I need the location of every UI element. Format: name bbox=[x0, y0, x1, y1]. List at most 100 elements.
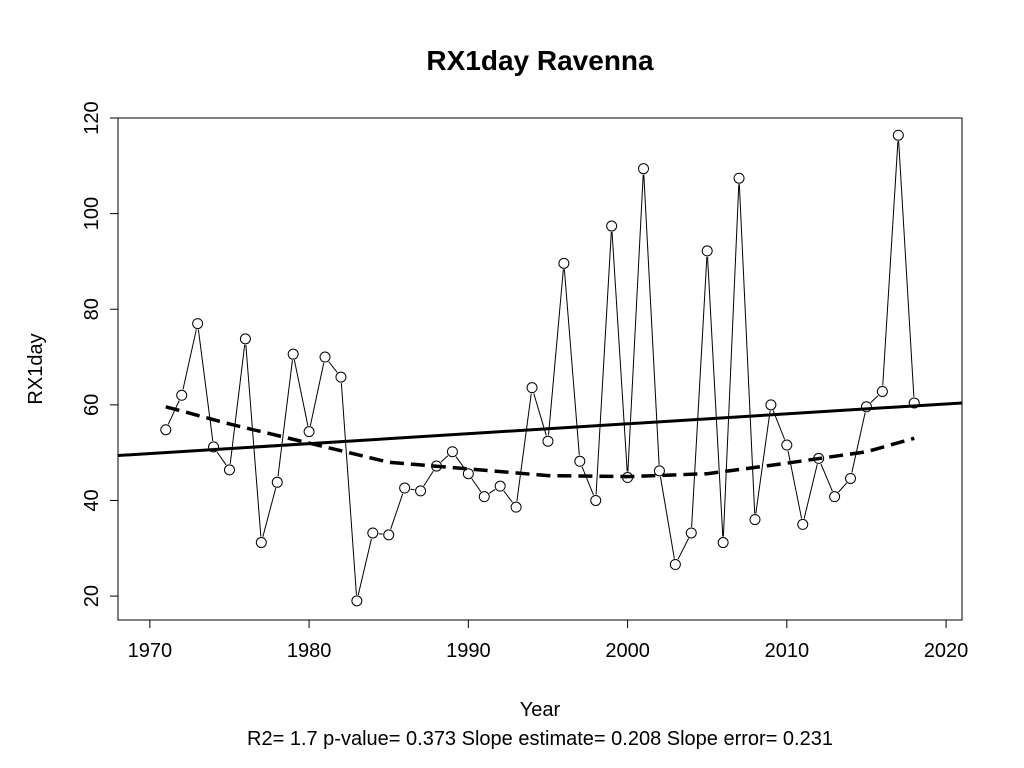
data-point bbox=[892, 129, 904, 141]
data-point bbox=[415, 485, 427, 497]
data-segment bbox=[643, 174, 660, 465]
x-tick-label: 2000 bbox=[605, 640, 650, 662]
plot-frame bbox=[117, 117, 963, 621]
data-segment bbox=[503, 490, 513, 503]
data-point bbox=[590, 494, 602, 506]
data-segment bbox=[410, 488, 415, 491]
data-point bbox=[494, 480, 506, 492]
data-segment bbox=[659, 476, 675, 559]
data-point bbox=[829, 491, 841, 503]
x-tick-label: 1990 bbox=[446, 640, 491, 662]
data-segment bbox=[328, 361, 338, 373]
data-segment bbox=[516, 393, 532, 502]
data-segment bbox=[595, 232, 612, 495]
data-point bbox=[510, 501, 522, 513]
data-point bbox=[462, 468, 474, 480]
data-segment bbox=[838, 482, 847, 493]
data-point bbox=[271, 476, 283, 488]
data-point bbox=[558, 257, 570, 269]
data-segment bbox=[182, 329, 197, 390]
data-segment bbox=[563, 269, 580, 456]
data-point bbox=[367, 527, 379, 539]
data-segment bbox=[262, 487, 277, 537]
y-tick-label: 80 bbox=[81, 298, 103, 320]
y-axis: 20 40 60 80 100 120 bbox=[81, 101, 119, 607]
data-point bbox=[701, 245, 713, 257]
data-segment bbox=[677, 538, 690, 560]
data-segment bbox=[167, 400, 180, 425]
data-segment bbox=[755, 410, 771, 514]
data-segment bbox=[581, 466, 594, 496]
data-segment bbox=[691, 256, 708, 528]
data-point bbox=[542, 435, 554, 447]
data-segment bbox=[611, 232, 628, 472]
data-point bbox=[845, 472, 857, 484]
data-segment bbox=[627, 174, 644, 472]
data-point bbox=[876, 385, 888, 397]
data-point bbox=[160, 424, 172, 436]
data-segment bbox=[870, 395, 879, 403]
data-point bbox=[717, 537, 729, 549]
data-segment bbox=[216, 451, 227, 466]
data-point bbox=[685, 527, 697, 539]
data-segment bbox=[882, 141, 899, 386]
data-point bbox=[446, 446, 458, 458]
y-tick-label: 60 bbox=[81, 394, 103, 416]
data-point bbox=[239, 333, 251, 345]
data-point bbox=[319, 351, 331, 363]
data-point bbox=[749, 514, 761, 526]
data-segment bbox=[547, 269, 564, 436]
data-segment bbox=[803, 464, 818, 519]
x-tick-label: 1980 bbox=[287, 640, 332, 662]
data-point bbox=[478, 491, 490, 503]
data-point bbox=[176, 389, 188, 401]
data-segment bbox=[423, 470, 434, 487]
data-point bbox=[669, 559, 681, 571]
x-axis: 1970 1980 1990 2000 2010 2020 bbox=[128, 619, 969, 662]
y-tick-label: 20 bbox=[81, 585, 103, 607]
y-tick-label: 40 bbox=[81, 489, 103, 511]
data-point bbox=[255, 537, 267, 549]
data-segment bbox=[390, 493, 404, 530]
data-segment bbox=[488, 489, 496, 494]
data-point bbox=[351, 595, 363, 607]
data-point bbox=[383, 529, 395, 541]
data-point bbox=[765, 399, 777, 411]
data-point bbox=[223, 464, 235, 476]
data-segment bbox=[277, 360, 293, 477]
data-point bbox=[574, 455, 586, 467]
data-segment bbox=[851, 412, 866, 473]
series-layer bbox=[117, 129, 963, 607]
data-segment bbox=[722, 184, 740, 537]
chart-title: RX1day Ravenna bbox=[426, 45, 654, 76]
x-tick-label: 2020 bbox=[924, 640, 969, 662]
data-segment bbox=[229, 344, 246, 464]
y-axis-label: RX1day bbox=[25, 333, 47, 404]
data-segment bbox=[471, 478, 482, 493]
y-tick-label: 100 bbox=[81, 197, 103, 230]
data-point bbox=[638, 163, 650, 175]
data-segment bbox=[293, 359, 309, 426]
x-tick-label: 2010 bbox=[765, 640, 810, 662]
data-segment bbox=[738, 184, 756, 514]
data-segment bbox=[820, 463, 833, 492]
stats-footer: R2= 1.7 p-value= 0.373 Slope estimate= 0… bbox=[247, 728, 833, 750]
smoothed-trend-line bbox=[165, 405, 915, 479]
data-segment bbox=[309, 362, 325, 426]
data-point bbox=[797, 518, 809, 530]
data-point bbox=[781, 439, 793, 451]
data-point bbox=[653, 465, 665, 477]
data-segment bbox=[197, 329, 214, 442]
data-segment bbox=[707, 256, 724, 537]
data-segment bbox=[340, 383, 357, 595]
data-point bbox=[399, 482, 411, 494]
y-tick-label: 120 bbox=[81, 101, 103, 134]
data-segment bbox=[245, 344, 262, 537]
x-axis-label: Year bbox=[520, 699, 561, 721]
x-tick-label: 1970 bbox=[128, 640, 173, 662]
data-point bbox=[733, 172, 745, 184]
data-point bbox=[606, 220, 618, 232]
data-segment bbox=[898, 141, 915, 397]
linear-trend-line bbox=[117, 401, 963, 458]
